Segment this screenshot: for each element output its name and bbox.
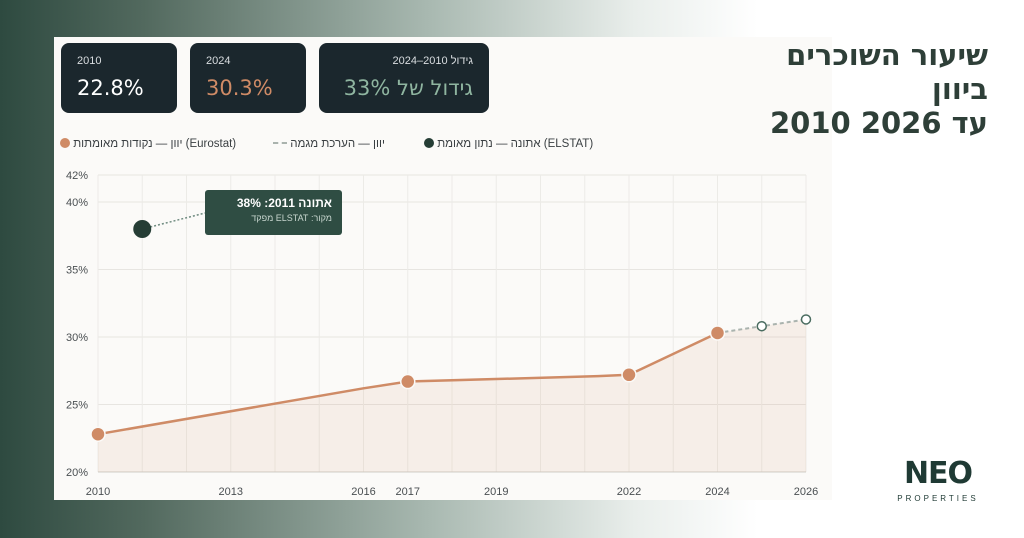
legend-dot-icon	[60, 138, 70, 148]
x-tick-label: 2013	[219, 486, 243, 498]
x-tick-label: 2019	[484, 486, 508, 498]
y-tick-label: 25%	[66, 400, 88, 412]
legend-item-athens: אתונה — נתון מאומת (ELSTAT)	[424, 138, 593, 150]
neo-properties-logo: NEO PROPERTIES	[888, 458, 988, 510]
legend-dot-icon	[424, 138, 434, 148]
x-tick-label: 2024	[705, 486, 729, 498]
legend-dash-icon	[273, 142, 287, 144]
legend-label: יוון — נקודות מאומתות (Eurostat)	[73, 138, 237, 150]
trend-point	[800, 314, 812, 325]
page-title-line2: 2010 עד 2026	[770, 106, 988, 140]
eurostat-point	[90, 426, 106, 442]
area-fill	[98, 319, 806, 472]
stat-card-growth: גידול 2010–2024 גידול של 33%	[319, 43, 489, 113]
athens-tooltip: אתונה 2011: 38% מקור: ELSTAT מפקד	[205, 190, 342, 235]
athens-point	[133, 220, 152, 238]
stat-card-2024: 2024 30.3%	[190, 43, 306, 113]
page-title: שיעור השוכרים ביוון 2010 עד 2026	[728, 38, 988, 140]
y-tick-label: 30%	[66, 332, 88, 344]
stat-card-value: 22.8%	[77, 76, 144, 100]
chart-legend: יוון — נקודות מאומתות (Eurostat) יוון — …	[60, 138, 620, 156]
y-tick-label: 35%	[66, 265, 88, 277]
x-tick-label: 2016	[351, 486, 375, 498]
legend-item-trend: יוון — הערכת מגמה	[273, 138, 385, 150]
chart-panel: 2010 22.8% 2024 30.3% גידול 2010–2024 גי…	[54, 37, 832, 500]
legend-item-eurostat: יוון — נקודות מאומתות (Eurostat)	[60, 138, 236, 150]
y-tick-label: 20%	[66, 467, 88, 479]
trend-point	[756, 320, 767, 332]
eurostat-point	[400, 373, 416, 390]
stat-card-label: 2010	[77, 55, 102, 67]
eurostat-point	[621, 367, 637, 383]
logo-tagline: PROPERTIES	[897, 494, 979, 503]
stat-card-label: גידול 2010–2024	[392, 55, 473, 67]
y-tick-label: 40%	[66, 197, 88, 209]
series-line-eurostat	[97, 331, 719, 436]
x-tick-label: 2026	[794, 486, 818, 498]
stat-card-label: 2024	[206, 55, 231, 67]
x-tick-label: 2017	[396, 486, 420, 498]
stat-card-value: גידול של 33%	[343, 76, 473, 100]
legend-label: אתונה — נתון מאומת (ELSTAT)	[437, 138, 594, 150]
page-title-line1: שיעור השוכרים ביוון	[786, 38, 988, 106]
legend-label: יוון — הערכת מגמה	[290, 138, 385, 150]
x-tick-label: 2022	[617, 486, 641, 498]
stat-card-value: 30.3%	[206, 76, 273, 100]
y-tick-label: 42%	[66, 170, 88, 182]
logo-wordmark: NEO	[903, 456, 973, 491]
tooltip-leader-line	[150, 212, 206, 228]
stat-card-2010: 2010 22.8%	[61, 43, 177, 113]
tooltip-source: מקור: ELSTAT מפקד	[251, 213, 332, 223]
tooltip-title: אתונה 2011: 38%	[236, 196, 332, 210]
x-tick-label: 2010	[86, 486, 110, 498]
eurostat-point	[709, 325, 726, 341]
